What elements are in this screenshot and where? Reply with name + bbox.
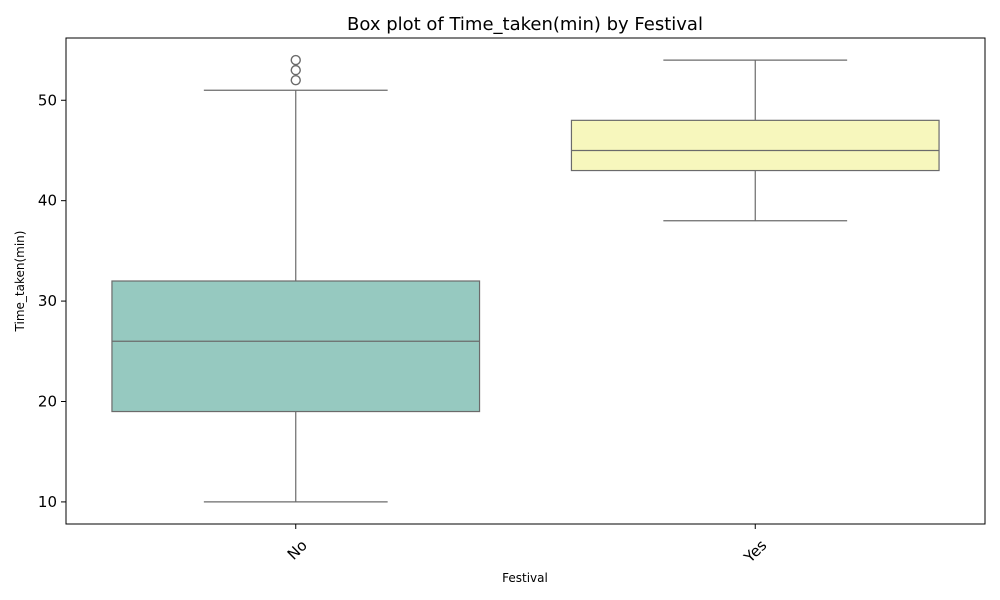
y-tick-label: 30 (38, 292, 57, 310)
box-no (111, 54, 481, 503)
x-tick-label: No (284, 536, 311, 563)
outlier-point (290, 54, 301, 66)
x-tick-label: Yes (740, 536, 771, 567)
y-axis-label: Time_taken(min) (13, 231, 27, 333)
iqr-box (570, 119, 940, 172)
y-tick-label: 10 (38, 493, 57, 511)
boxes-group (111, 54, 940, 503)
outlier-point (290, 64, 301, 76)
y-tick-label: 20 (38, 392, 57, 410)
iqr-box (111, 280, 481, 413)
plot-area-frame (65, 37, 986, 525)
y-tick-label: 50 (38, 91, 57, 109)
box-yes (570, 59, 940, 222)
outlier-point (290, 74, 301, 86)
x-axis-label: Festival (502, 571, 548, 585)
chart-title: Box plot of Time_taken(min) by Festival (347, 14, 703, 35)
y-tick-label: 40 (38, 192, 57, 210)
y-axis: 10 20 30 40 50 (38, 91, 66, 511)
x-axis: No Yes (284, 524, 771, 567)
